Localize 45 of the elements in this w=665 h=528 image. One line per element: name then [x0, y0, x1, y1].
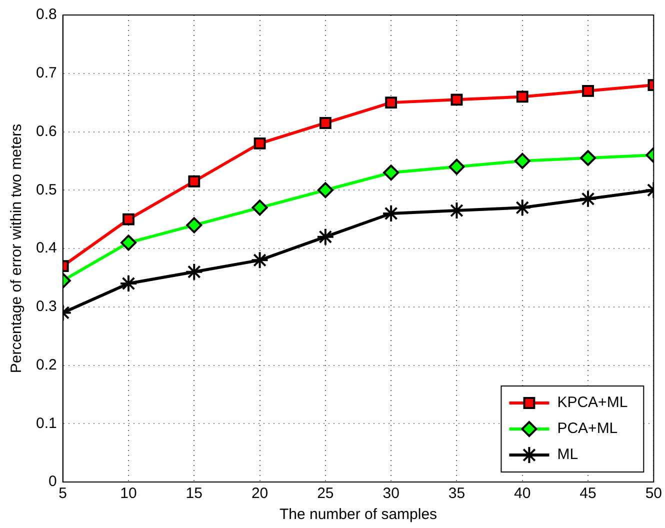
x-tick-label: 20 — [251, 485, 268, 502]
point — [188, 175, 200, 188]
point — [385, 96, 398, 109]
x-tick-label: 15 — [186, 485, 202, 502]
x-tick-label: 30 — [382, 485, 400, 502]
point — [450, 94, 463, 106]
y-axis-title: Percentage of error within two meters — [8, 124, 26, 374]
legend-label: ML — [557, 446, 578, 464]
point — [383, 164, 400, 181]
point — [580, 150, 596, 166]
point — [252, 200, 268, 216]
point — [185, 262, 204, 281]
x-tick-label: 5 — [58, 485, 68, 502]
point — [319, 117, 332, 129]
point — [120, 234, 136, 251]
x-tick-label: 50 — [645, 485, 662, 502]
x-tick-label: 35 — [448, 485, 466, 502]
point — [514, 152, 530, 169]
y-tick-label: 0.3 — [36, 298, 57, 316]
point — [582, 84, 594, 97]
point — [579, 190, 598, 208]
point — [317, 182, 334, 198]
x-tick-label: 40 — [514, 485, 531, 502]
y-tick-label: 0.2 — [36, 356, 57, 374]
point — [316, 228, 334, 246]
point — [516, 90, 528, 103]
x-tick-label: 10 — [120, 485, 137, 502]
point — [122, 213, 134, 226]
point — [254, 137, 266, 150]
legend-label: PCA+ML — [557, 420, 618, 438]
point — [448, 158, 465, 175]
legend-label: KPCA+ML — [557, 394, 628, 412]
y-tick-label: 0.8 — [36, 6, 57, 24]
y-tick-label: 0.5 — [36, 181, 57, 198]
point — [186, 217, 202, 234]
y-tick-label: 0.4 — [36, 240, 57, 257]
y-tick-label: 0 — [48, 473, 57, 490]
point — [250, 251, 269, 270]
x-axis-title: The number of samples — [279, 506, 438, 524]
y-tick-label: 0.1 — [36, 414, 57, 432]
y-tick-label: 0.7 — [36, 64, 57, 82]
point — [119, 274, 138, 293]
y-tick-label: 0.6 — [36, 122, 57, 140]
x-tick-label: 25 — [317, 485, 334, 502]
x-tick-label: 45 — [580, 485, 596, 502]
